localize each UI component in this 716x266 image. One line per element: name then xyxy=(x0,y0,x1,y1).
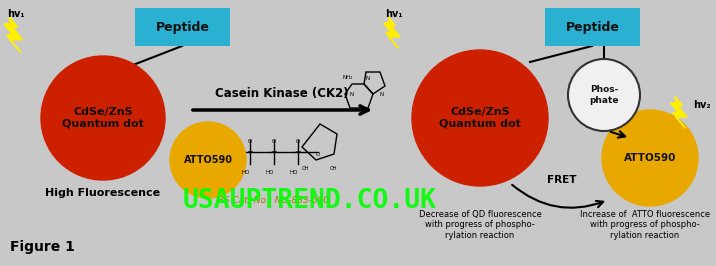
Text: CdSe/ZnS
Quantum dot: CdSe/ZnS Quantum dot xyxy=(62,107,144,129)
Text: JBS Cat.-No.: NU-833-590: JBS Cat.-No.: NU-833-590 xyxy=(215,196,329,205)
Text: CdSe/ZnS
Quantum dot: CdSe/ZnS Quantum dot xyxy=(439,107,521,129)
Text: OH: OH xyxy=(302,166,310,171)
Text: Decrease of QD fluorescence
with progress of phospho-
rylation reaction: Decrease of QD fluorescence with progres… xyxy=(419,210,541,240)
Text: O: O xyxy=(248,139,252,144)
Text: USAUPTREND.CO.UK: USAUPTREND.CO.UK xyxy=(183,188,437,214)
Text: OH: OH xyxy=(330,166,338,171)
Ellipse shape xyxy=(602,110,698,206)
Ellipse shape xyxy=(170,122,246,198)
FancyBboxPatch shape xyxy=(545,8,640,46)
Text: Figure 1: Figure 1 xyxy=(10,240,75,254)
Text: HO: HO xyxy=(290,170,298,175)
Text: ATTO590: ATTO590 xyxy=(624,153,676,163)
Text: O: O xyxy=(272,139,276,144)
Polygon shape xyxy=(4,16,23,53)
Text: O: O xyxy=(316,152,320,157)
Text: N: N xyxy=(366,76,370,81)
FancyArrowPatch shape xyxy=(512,185,603,208)
Text: O: O xyxy=(296,139,300,144)
Text: Peptide: Peptide xyxy=(155,20,210,34)
Polygon shape xyxy=(670,96,687,128)
Text: HO: HO xyxy=(242,170,250,175)
Text: hv₁: hv₁ xyxy=(385,9,402,19)
Text: ATTO590: ATTO590 xyxy=(183,155,233,165)
Text: HO: HO xyxy=(266,170,274,175)
Text: Peptide: Peptide xyxy=(566,20,619,34)
Text: hv₁: hv₁ xyxy=(7,9,24,19)
Ellipse shape xyxy=(41,56,165,180)
FancyBboxPatch shape xyxy=(135,8,230,46)
Text: N: N xyxy=(350,93,354,98)
Text: High Fluorescence: High Fluorescence xyxy=(45,188,160,198)
Text: Phos-
phate: Phos- phate xyxy=(589,85,619,105)
Text: N: N xyxy=(380,92,384,97)
Ellipse shape xyxy=(412,50,548,186)
Ellipse shape xyxy=(568,59,640,131)
Text: Increase of  ATTO fluorescence
with progress of phospho-
rylation reaction: Increase of ATTO fluorescence with progr… xyxy=(580,210,710,240)
Text: NH₂: NH₂ xyxy=(343,75,353,80)
Text: FRET: FRET xyxy=(547,175,577,185)
Polygon shape xyxy=(384,16,400,48)
Text: hv₂: hv₂ xyxy=(693,100,710,110)
Text: Casein Kinase (CK2): Casein Kinase (CK2) xyxy=(216,87,349,100)
